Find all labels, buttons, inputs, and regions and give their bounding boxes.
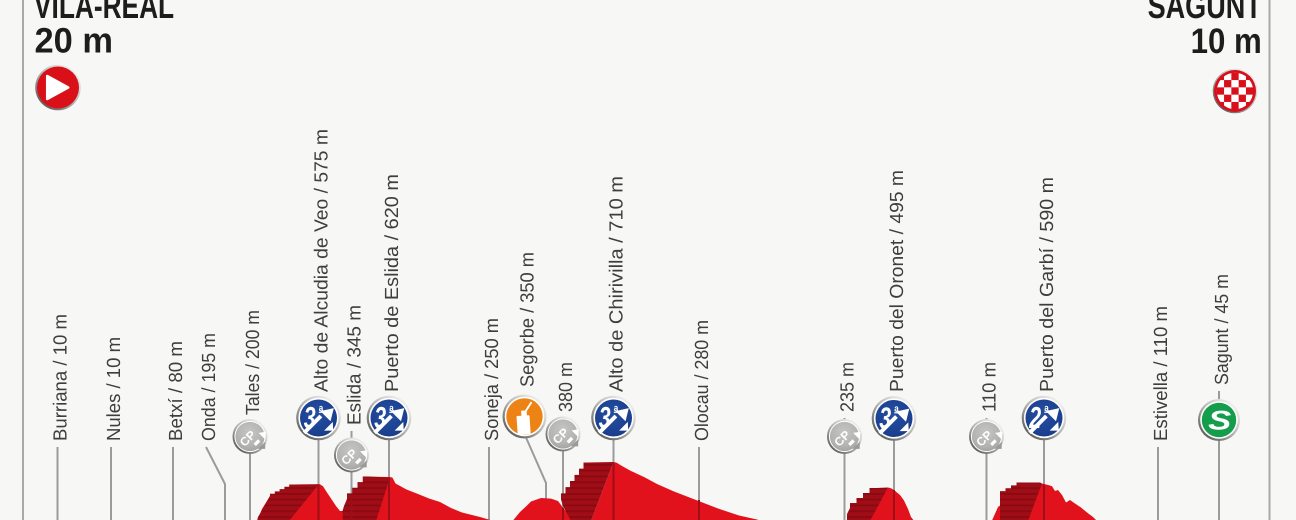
- svg-text:VILA-REAL: VILA-REAL: [34, 0, 174, 26]
- svg-text:a: a: [614, 403, 619, 414]
- svg-text:a: a: [1044, 403, 1049, 414]
- svg-text:SAGUNT: SAGUNT: [1148, 0, 1262, 26]
- svg-text:Alto de Alcudia de Veo / 575 m: Alto de Alcudia de Veo / 575 m: [312, 129, 333, 392]
- svg-text:Betxí / 80 m: Betxí / 80 m: [166, 341, 187, 441]
- svg-text:3: 3: [304, 401, 316, 435]
- svg-text:Tales / 200 m: Tales / 200 m: [243, 310, 264, 415]
- svg-text:Olocau / 280 m: Olocau / 280 m: [692, 320, 713, 441]
- svg-text:a: a: [894, 404, 899, 415]
- svg-text:20 m: 20 m: [35, 21, 113, 61]
- svg-text:Soneja / 250 m: Soneja / 250 m: [482, 318, 503, 441]
- svg-text:a: a: [389, 403, 394, 414]
- svg-text:S: S: [1208, 406, 1231, 436]
- svg-text:Puerto del Oronet / 495 m: Puerto del Oronet / 495 m: [887, 170, 908, 392]
- svg-text:110 m: 110 m: [980, 362, 1001, 412]
- svg-text:Puerto de Eslida / 620 m: Puerto de Eslida / 620 m: [382, 174, 403, 392]
- svg-text:10 m: 10 m: [1191, 21, 1262, 61]
- svg-text:Puerto del Garbí / 590 m: Puerto del Garbí / 590 m: [1037, 177, 1058, 392]
- svg-text:Alto de Chirivilla / 710 m: Alto de Chirivilla / 710 m: [607, 176, 628, 392]
- svg-text:Burriana / 10 m: Burriana / 10 m: [51, 314, 72, 441]
- svg-text:Eslida / 345 m: Eslida / 345 m: [345, 305, 366, 425]
- svg-text:2: 2: [1029, 401, 1042, 435]
- svg-text:Estivella / 110 m: Estivella / 110 m: [1151, 306, 1172, 441]
- svg-text:3: 3: [879, 401, 891, 435]
- svg-text:3: 3: [599, 401, 611, 435]
- svg-text:235 m: 235 m: [838, 362, 859, 412]
- svg-text:Segorbe / 350 m: Segorbe / 350 m: [518, 252, 539, 387]
- svg-text:Sagunt / 45 m: Sagunt / 45 m: [1212, 274, 1233, 385]
- svg-text:a: a: [319, 403, 324, 414]
- svg-text:Nules / 10 m: Nules / 10 m: [104, 337, 125, 441]
- svg-text:380 m: 380 m: [556, 362, 577, 412]
- svg-text:Onda / 195 m: Onda / 195 m: [199, 333, 220, 441]
- svg-text:3: 3: [374, 401, 386, 435]
